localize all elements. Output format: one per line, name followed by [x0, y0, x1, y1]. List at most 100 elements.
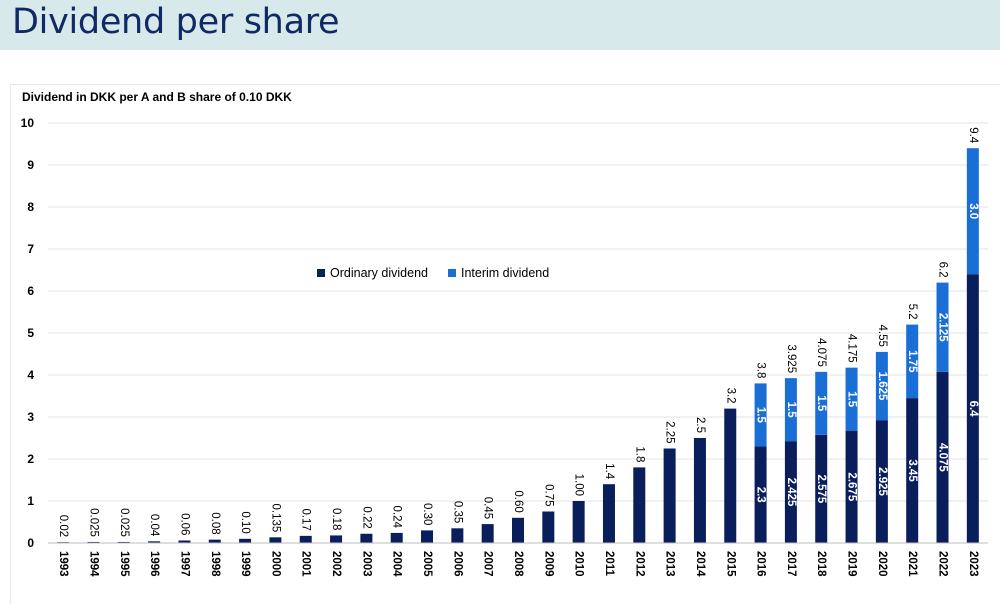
y-tick-label: 1 — [27, 494, 34, 508]
x-tick-label: 2019 — [846, 551, 858, 577]
x-tick-label: 2008 — [512, 551, 524, 577]
data-label-total: 1.8 — [633, 446, 645, 462]
x-tick-label: 1999 — [239, 551, 251, 577]
bar-interim — [966, 148, 979, 275]
data-label-total: 0.08 — [209, 512, 221, 534]
x-tick-label: 2016 — [755, 551, 767, 577]
bar-ordinary — [966, 274, 979, 543]
data-label-total: 2.5 — [694, 417, 706, 433]
bar-interim — [845, 367, 858, 431]
data-label-total: 3.925 — [785, 344, 797, 373]
data-label-total: 0.18 — [330, 508, 342, 530]
data-label-total: 0.22 — [360, 506, 372, 528]
bar-ordinary — [754, 446, 767, 543]
bar-ordinary — [178, 540, 191, 543]
data-label-total: 9.4 — [967, 127, 979, 144]
page-title: Dividend per share — [12, 2, 340, 42]
bar-ordinary — [148, 541, 161, 543]
y-tick-label: 6 — [27, 284, 34, 298]
x-tick-label: 2020 — [876, 551, 888, 577]
data-label-total: 0.75 — [542, 484, 554, 506]
bar-ordinary — [208, 539, 221, 543]
data-label-total: 5.2 — [906, 304, 918, 320]
legend-swatch-interim — [447, 269, 456, 277]
data-label-inner: 2.125 — [937, 313, 949, 342]
x-tick-label: 2002 — [330, 551, 342, 577]
data-label-total: 0.04 — [148, 514, 160, 537]
x-tick-label: 1994 — [87, 551, 99, 577]
y-tick-label: 7 — [27, 242, 34, 256]
chart-panel — [10, 84, 1000, 604]
x-tick-label: 2017 — [785, 551, 797, 577]
x-tick-label: 2015 — [724, 551, 736, 577]
bar-ordinary — [906, 398, 919, 543]
data-label-total: 3.8 — [755, 362, 767, 378]
bar-ordinary — [542, 511, 555, 543]
bar-ordinary — [421, 530, 434, 543]
header-band — [0, 0, 1000, 50]
data-label-inner: 2.675 — [846, 472, 858, 501]
bar-ordinary — [602, 484, 615, 543]
x-tick-label: 2014 — [694, 551, 706, 577]
legend-label-ordinary: Ordinary dividend — [330, 266, 428, 280]
data-label-total: 6.2 — [937, 262, 949, 278]
data-label-inner: 1.625 — [876, 372, 888, 401]
y-tick-label: 10 — [21, 116, 35, 130]
data-label-total: 4.075 — [815, 338, 827, 367]
bar-ordinary — [875, 420, 888, 543]
legend-label-interim: Interim dividend — [460, 266, 550, 280]
x-tick-label: 2004 — [391, 551, 403, 577]
x-tick-label: 1998 — [209, 551, 221, 577]
y-tick-label: 9 — [27, 158, 34, 172]
bar-ordinary — [784, 441, 797, 543]
data-label-inner: 1.5 — [815, 395, 827, 412]
data-label-inner: 2.425 — [785, 478, 797, 507]
bar-ordinary — [330, 535, 343, 543]
data-label-total: 0.10 — [239, 511, 251, 533]
y-tick-label: 0 — [27, 536, 34, 550]
data-label-inner: 1.5 — [846, 391, 858, 408]
x-tick-label: 2000 — [269, 551, 281, 577]
bar-interim — [784, 378, 797, 442]
x-tick-label: 1996 — [148, 551, 160, 577]
x-tick-label: 2022 — [937, 551, 949, 577]
data-label-total: 0.025 — [87, 508, 99, 537]
x-tick-label: 1997 — [178, 551, 190, 577]
x-tick-label: 2005 — [421, 551, 433, 577]
data-label-inner: 1.75 — [906, 350, 918, 373]
x-tick-label: 2012 — [633, 551, 645, 577]
data-label-total: 0.60 — [512, 490, 524, 512]
bar-interim — [906, 324, 919, 399]
data-label-inner: 2.925 — [876, 467, 888, 496]
y-tick-label: 3 — [27, 410, 34, 424]
y-tick-label: 8 — [27, 200, 34, 214]
bar-ordinary — [299, 535, 312, 543]
data-label-total: 4.175 — [846, 334, 858, 363]
x-tick-label: 2009 — [542, 551, 554, 577]
data-label-total: 3.2 — [724, 388, 736, 404]
bar-ordinary — [117, 541, 130, 543]
bar-ordinary — [936, 371, 949, 543]
data-label-inner: 6.4 — [967, 401, 979, 418]
x-tick-label: 2001 — [300, 551, 312, 577]
data-label-total: 1.4 — [603, 463, 615, 480]
data-label-total: 0.135 — [269, 504, 281, 533]
bar-ordinary — [451, 528, 464, 543]
data-label-total: 1.00 — [573, 474, 585, 496]
y-tick-label: 4 — [27, 368, 34, 382]
x-tick-label: 2018 — [815, 551, 827, 577]
bar-interim — [815, 371, 828, 435]
data-label-total: 0.02 — [57, 515, 69, 537]
bar-interim — [875, 351, 888, 421]
chart-title: Dividend in DKK per A and B share of 0.1… — [22, 90, 292, 104]
bar-ordinary — [239, 538, 252, 543]
x-tick-label: 1993 — [57, 551, 69, 577]
data-label-inner: 3.0 — [967, 203, 979, 219]
x-tick-label: 2021 — [906, 551, 918, 577]
x-tick-label: 2011 — [603, 551, 615, 577]
bar-ordinary — [512, 517, 524, 543]
bar-interim — [936, 282, 949, 372]
data-label-total: 2.25 — [664, 421, 676, 443]
bar-ordinary — [269, 537, 282, 543]
